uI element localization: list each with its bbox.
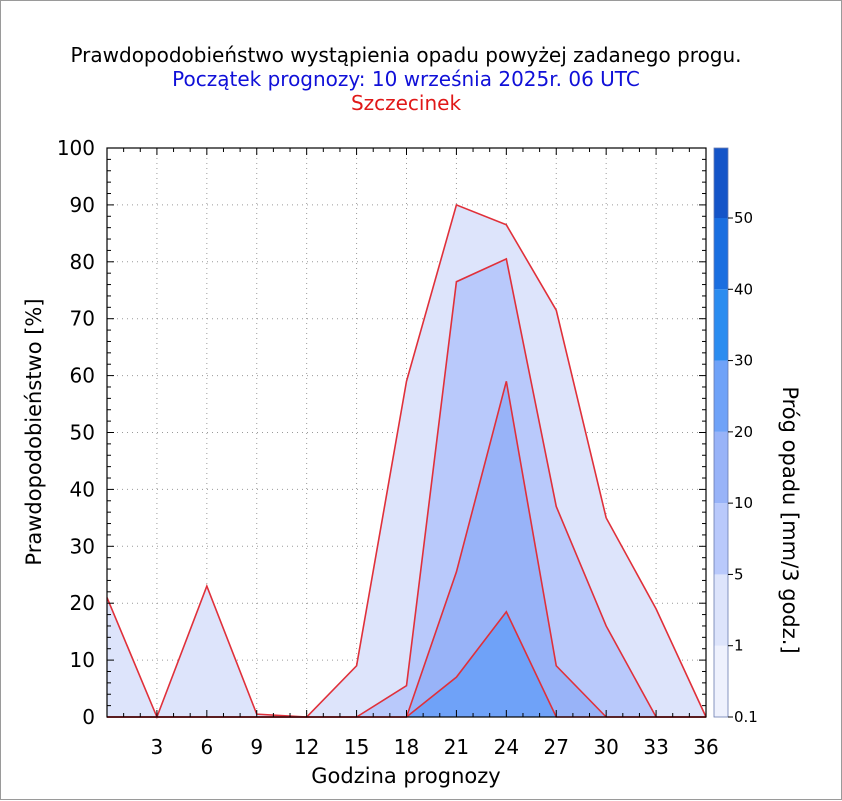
colorbar-segment [714, 431, 728, 504]
colorbar-segment [714, 574, 728, 646]
y-ticks: 0 10 20 30 40 50 60 70 80 90 100 [57, 136, 95, 729]
chart-subtitle: Początek prognozy: 10 września 2025r. 06… [172, 67, 640, 91]
y-tick-label: 30 [70, 534, 95, 558]
colorbar-tick-label: 5 [734, 565, 744, 583]
area-band-0_1 [107, 204, 706, 717]
x-tick-label: 30 [593, 735, 618, 759]
x-tick-label: 21 [444, 735, 469, 759]
colorbar-segment [714, 218, 728, 290]
x-tick-label: 36 [693, 735, 718, 759]
y-tick-label: 40 [70, 477, 95, 501]
y-tick-label: 70 [70, 307, 95, 331]
colorbar-tick-label: 1 [734, 637, 744, 655]
y-tick-label: 80 [70, 250, 95, 274]
colorbar: 0.1 1 5 10 20 30 40 50 [713, 147, 758, 726]
x-tick-label: 9 [250, 735, 263, 759]
x-tick-label: 6 [200, 735, 213, 759]
y-axis-label: Prawdopodobieństwo [%] [22, 298, 46, 565]
y-tick-label: 10 [70, 648, 95, 672]
colorbar-segment [714, 289, 728, 361]
y-tick-label: 60 [70, 364, 95, 388]
axes [106, 147, 707, 718]
chart-title: Prawdopodobieństwo wystąpienia opadu pow… [70, 43, 741, 67]
y-tick-label: 0 [82, 705, 95, 729]
y-tick-label: 100 [57, 136, 95, 160]
x-tick-label: 12 [294, 735, 319, 759]
area-band-1 [107, 258, 706, 717]
x-tick-label: 24 [494, 735, 519, 759]
y-tick-label: 90 [70, 193, 95, 217]
y-tick-label: 20 [70, 591, 95, 615]
colorbar-segment [714, 360, 728, 432]
x-tick-label: 3 [151, 735, 164, 759]
colorbar-tick-label: 40 [734, 280, 753, 298]
colorbar-tick-label: 50 [734, 209, 753, 227]
location-name: Szczecinek [351, 91, 462, 115]
colorbar-segment [714, 503, 728, 575]
y-tick-label: 50 [70, 421, 95, 445]
x-tick-label: 27 [544, 735, 569, 759]
x-axis-label: Godzina prognozy [311, 764, 500, 788]
colorbar-segment [714, 645, 728, 717]
colorbar-tick-label: 10 [734, 494, 753, 512]
x-tick-label: 15 [344, 735, 369, 759]
colorbar-segment [714, 148, 728, 218]
colorbar-border [713, 147, 729, 718]
colorbar-tick-label: 30 [734, 352, 753, 370]
x-ticks: 3 6 9 12 15 18 21 24 27 30 33 36 [151, 735, 719, 759]
x-tick-label: 18 [394, 735, 419, 759]
probability-areas [106, 203, 707, 720]
colorbar-tick-label: 20 [734, 423, 753, 441]
x-tick-label: 33 [643, 735, 668, 759]
colorbar-tick-label: 0.1 [734, 708, 758, 726]
threshold-line-0_1 [106, 203, 707, 720]
colorbar-label: Próg opadu [mm/3 godz.] [778, 386, 802, 653]
